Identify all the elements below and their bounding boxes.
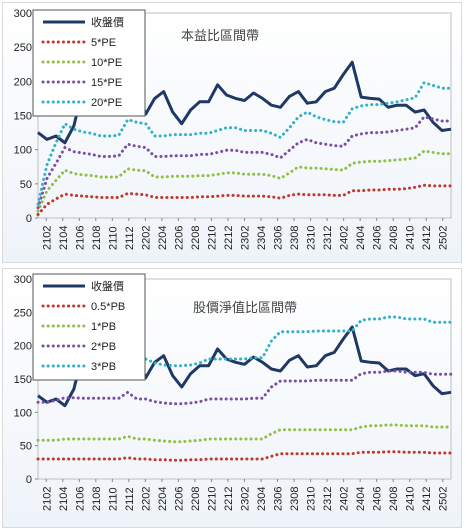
x-tick-label: 2102 [41,226,53,250]
legend-label: 3*PB [91,361,116,373]
x-tick-label: 2106 [74,487,86,511]
x-tick-label: 2304 [256,226,268,250]
series-line-1 [36,450,453,462]
x-tick-label: 2108 [91,487,103,511]
legend-label: 10*PE [91,57,122,69]
x-tick-label: 2310 [306,226,318,250]
x-tick-label: 2204 [157,226,169,250]
y-tick-label: 300 [14,274,32,286]
x-tick-label: 2110 [107,226,119,250]
x-tick-label: 2306 [273,226,285,250]
series-line-2 [36,423,453,444]
y-tick-label: 0 [26,213,32,225]
legend-label: 20*PE [91,97,122,109]
x-tick-label: 2104 [58,487,70,511]
y-tick-label: 200 [14,76,32,88]
x-tick-label: 2404 [355,226,367,250]
x-tick-label: 2312 [322,226,334,250]
x-tick-label: 2402 [339,487,351,511]
pe-band-chart-panel: 0 50 100 150 200 250 300 2102 2104 2106 2108 2110 21… [2,2,462,263]
x-tick-label: 2302 [240,226,252,250]
x-tick-label: 2412 [421,226,433,250]
x-tick-label: 2404 [355,487,367,511]
legend-label: 2*PB [91,341,116,353]
x-tick-label: 2108 [91,226,103,250]
x-tick-label: 2212 [223,487,235,511]
x-tick-label: 2312 [322,487,334,511]
x-tick-label: 2206 [173,226,185,250]
x-tick-label: 2204 [157,487,169,511]
x-tick-label: 2410 [405,487,417,511]
x-tick-label: 2402 [339,226,351,250]
x-tick-label: 2106 [74,226,86,250]
x-tick-label: 2406 [372,226,384,250]
x-tick-label: 2502 [438,487,450,511]
legend-label: 1*PB [91,321,116,333]
x-tick-label: 2210 [206,226,218,250]
pe-band-chart: 0 50 100 150 200 250 300 2102 2104 2106 2108 2110 21… [14,8,453,250]
x-tick-label: 2304 [256,487,268,511]
x-tick-label: 2412 [421,487,433,511]
series-line-4 [36,80,453,206]
x-tick-label: 2302 [240,487,252,511]
x-tick-label: 2308 [289,487,301,511]
y-tick-label: 50 [20,441,32,453]
chart-title: 股價淨值比區間帶 [193,300,297,315]
series-line-1 [36,183,453,217]
legend-label: 5*PE [91,37,116,49]
x-tick-label: 2206 [173,487,185,511]
series-line-3 [36,115,453,210]
legend-box [32,9,146,117]
x-tick-label: 2406 [372,487,384,511]
y-tick-label: 150 [14,111,32,123]
legend-label: 收盤價 [91,15,124,29]
chart-title: 本益比區間帶 [181,28,259,43]
x-tick-label: 2310 [306,487,318,511]
x-tick-label: 2502 [438,226,450,250]
x-tick-label: 2104 [58,226,70,250]
x-tick-label: 2208 [190,487,202,511]
x-tick-label: 2202 [140,226,152,250]
y-tick-label: 50 [20,179,32,191]
y-tick-label: 300 [14,8,32,20]
x-tick-label: 2112 [124,487,136,511]
y-tick-label: 0 [26,474,32,486]
x-tick-label: 2110 [107,487,119,511]
pb-band-chart-panel: 0 50 100 150 200 250 300 2102 2104 2106 2108 2110 21… [2,268,462,528]
x-tick-label: 2410 [405,226,417,250]
y-tick-label: 250 [14,307,32,319]
legend-label: 15*PE [91,77,122,89]
pb-band-chart: 0 50 100 150 200 250 300 2102 2104 2106 2108 2110 21… [14,273,453,511]
y-tick-label: 100 [14,145,32,157]
x-tick-label: 2208 [190,226,202,250]
x-tick-label: 2210 [206,487,218,511]
y-tick-label: 200 [14,341,32,353]
legend-label: 0.5*PB [91,301,125,313]
y-tick-label: 150 [14,374,32,386]
legend-box [32,273,146,381]
y-tick-label: 100 [14,407,32,419]
x-tick-label: 2306 [273,487,285,511]
legend-label: 收盤價 [91,279,124,293]
x-tick-label: 2102 [41,487,53,511]
series-line-2 [36,149,453,213]
x-tick-label: 2408 [388,226,400,250]
x-tick-label: 2408 [388,487,400,511]
x-tick-label: 2308 [289,226,301,250]
x-tick-label: 2212 [223,226,235,250]
x-tick-label: 2202 [140,487,152,511]
x-tick-label: 2112 [124,226,136,250]
y-tick-label: 250 [14,42,32,54]
